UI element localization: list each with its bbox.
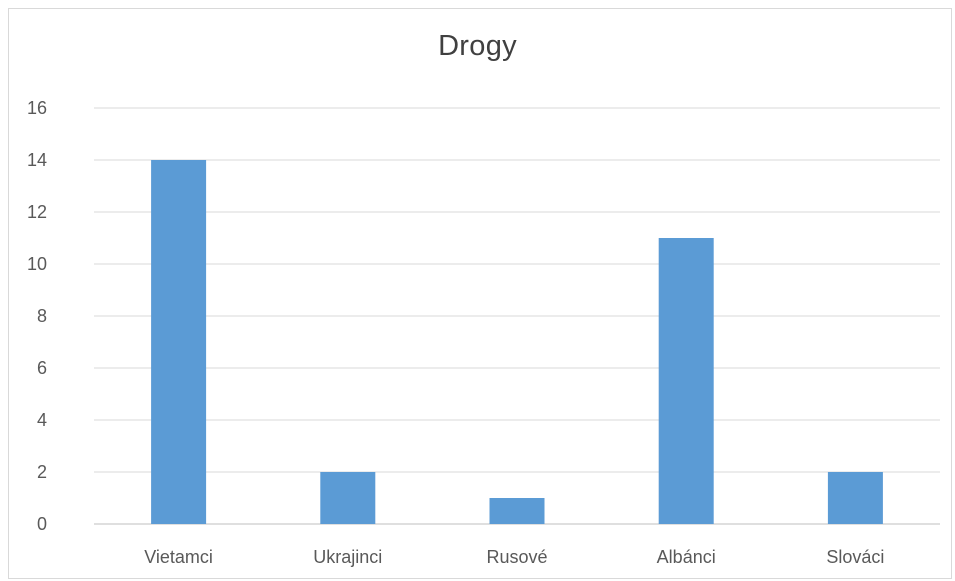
bar [320,472,376,524]
x-tick-label: Slováci [826,547,884,567]
y-tick-label: 2 [37,462,47,482]
x-tick-label: Ukrajinci [313,547,382,567]
x-tick-label: Albánci [657,547,716,567]
y-tick-label: 0 [37,514,47,534]
x-tick-label: Vietamci [144,547,213,567]
y-tick-label: 10 [27,254,47,274]
y-tick-label: 8 [37,306,47,326]
y-tick-label: 4 [37,410,47,430]
y-tick-label: 14 [27,150,47,170]
y-tick-label: 6 [37,358,47,378]
chart-title: Drogy [438,30,517,62]
y-tick-label: 12 [27,202,47,222]
y-tick-label: 16 [27,98,47,118]
bar [827,472,883,524]
x-tick-label: Rusové [486,547,547,567]
bar [489,498,545,524]
bar [151,160,207,524]
bar [658,238,714,524]
